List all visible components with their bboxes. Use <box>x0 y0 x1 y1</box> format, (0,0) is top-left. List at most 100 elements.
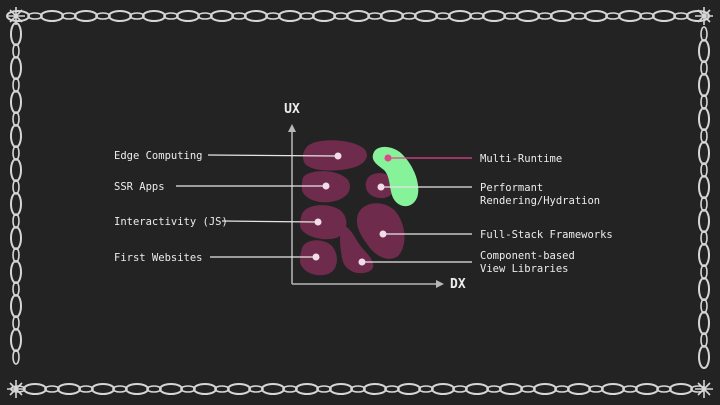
chain-link <box>74 10 98 22</box>
marker-interactivity <box>314 218 322 226</box>
chain-link <box>12 213 20 229</box>
chain-link <box>448 10 472 22</box>
chain-link <box>244 10 268 22</box>
chain-link <box>698 243 710 267</box>
chain-link <box>605 12 621 20</box>
chain-link <box>700 264 708 280</box>
chain-link <box>639 12 655 20</box>
label-interactivity: Interactivity (JS) <box>114 216 228 228</box>
chain-link <box>700 298 708 314</box>
chain-link <box>418 385 434 393</box>
chain-link <box>159 383 183 395</box>
marker-edge-computing <box>334 152 342 160</box>
chain-link <box>698 141 710 165</box>
chain-link <box>210 10 234 22</box>
chain-link <box>10 260 22 284</box>
chain-link <box>333 12 349 20</box>
chain-link <box>363 383 387 395</box>
leader-edge-computing <box>207 154 337 157</box>
chain-link <box>698 311 710 335</box>
chain-link <box>520 385 536 393</box>
chain-link <box>669 383 693 395</box>
chain-link <box>214 385 230 393</box>
chain-link <box>380 10 404 22</box>
chain-link <box>516 10 540 22</box>
chain-link <box>176 10 200 22</box>
blob-interactivity <box>300 205 347 240</box>
chain-link <box>91 383 115 395</box>
chain-link <box>299 12 315 20</box>
chain-link <box>10 294 22 318</box>
label-performant-line2: Rendering/Hydration <box>480 195 600 207</box>
chain-link <box>329 383 353 395</box>
x-axis-label: DX <box>450 277 466 292</box>
barbed-wire-knot <box>695 380 713 398</box>
chain-link <box>10 124 22 148</box>
chain-link <box>316 385 332 393</box>
chain-link <box>431 383 455 395</box>
chain-link <box>469 12 485 20</box>
chain-link <box>227 383 251 395</box>
chain-link <box>10 328 22 352</box>
chain-link <box>350 385 366 393</box>
chain-link <box>656 385 672 393</box>
label-ssr-apps: SSR Apps <box>114 181 165 193</box>
leader-lines <box>176 154 472 263</box>
chain-link <box>197 12 213 20</box>
chain-link <box>180 385 196 393</box>
marker-ssr-apps <box>322 182 330 190</box>
chain-link <box>700 162 708 178</box>
chain-link <box>698 39 710 63</box>
label-first-websites: First Websites <box>114 252 203 264</box>
barbed-wire-knot <box>695 7 713 25</box>
chain-link <box>108 10 132 22</box>
chain-link <box>533 383 557 395</box>
chain-link <box>700 60 708 76</box>
chain-link <box>635 383 659 395</box>
chain-link <box>40 10 64 22</box>
chain-link <box>452 385 468 393</box>
chain-link <box>584 10 608 22</box>
chain-link <box>10 226 22 250</box>
chain-link <box>673 12 689 20</box>
chain-link <box>698 277 710 301</box>
chain-link <box>465 383 489 395</box>
blob-full-stack <box>356 203 405 259</box>
chain-link <box>112 385 128 393</box>
left-labels: Edge Computing SSR Apps Interactivity (J… <box>114 150 228 264</box>
blob-multi-runtime <box>372 146 419 207</box>
chain-link <box>27 12 43 20</box>
chain-link <box>397 383 421 395</box>
label-component-line1: Component-based <box>480 250 575 262</box>
chain-link <box>44 385 60 393</box>
chain-link <box>700 94 708 110</box>
chain-link <box>193 383 217 395</box>
chain-link <box>10 90 22 114</box>
chain-link <box>12 281 20 297</box>
axes: UX DX <box>284 102 466 292</box>
chain-link <box>265 12 281 20</box>
chain-link <box>278 10 302 22</box>
marker-component-based <box>358 258 366 266</box>
chain-link <box>698 209 710 233</box>
chain-link <box>282 385 298 393</box>
chain-link <box>414 10 438 22</box>
chain-link <box>346 10 370 22</box>
leader-interactivity <box>221 220 317 223</box>
chain-link <box>61 12 77 20</box>
chain-link <box>401 12 417 20</box>
chain-link <box>698 175 710 199</box>
chain-link <box>571 12 587 20</box>
chain-link <box>142 10 166 22</box>
chain-border <box>6 7 713 398</box>
chain-link <box>248 385 264 393</box>
chain-link <box>698 107 710 131</box>
chain-link <box>312 10 336 22</box>
chain-link <box>12 111 20 127</box>
label-multi-runtime: Multi-Runtime <box>480 153 562 165</box>
blob-markers <box>312 152 392 266</box>
label-component-line2: View Libraries <box>480 263 569 275</box>
chain-link <box>384 385 400 393</box>
y-axis-label: UX <box>284 102 300 117</box>
